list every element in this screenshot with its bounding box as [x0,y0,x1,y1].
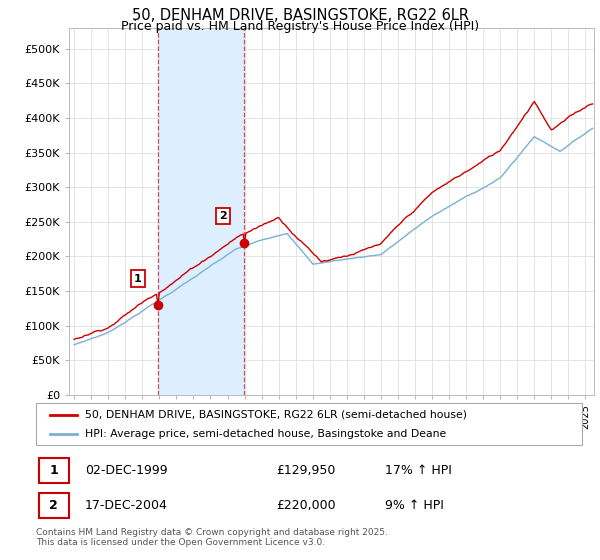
Text: 17% ↑ HPI: 17% ↑ HPI [385,464,452,477]
Text: 2: 2 [49,499,58,512]
FancyBboxPatch shape [36,403,582,445]
Bar [158,28,244,395]
Text: 2: 2 [220,211,227,221]
Text: Contains HM Land Registry data © Crown copyright and database right 2025.
This d: Contains HM Land Registry data © Crown c… [36,528,388,547]
Text: HPI: Average price, semi-detached house, Basingstoke and Deane: HPI: Average price, semi-detached house,… [85,429,446,439]
Text: 17-DEC-2004: 17-DEC-2004 [85,499,168,512]
Text: £220,000: £220,000 [276,499,336,512]
FancyBboxPatch shape [39,493,69,518]
Text: 02-DEC-1999: 02-DEC-1999 [85,464,168,477]
FancyBboxPatch shape [39,458,69,483]
Text: 1: 1 [49,464,58,477]
Text: 9% ↑ HPI: 9% ↑ HPI [385,499,445,512]
Text: Price paid vs. HM Land Registry's House Price Index (HPI): Price paid vs. HM Land Registry's House … [121,20,479,32]
Text: 50, DENHAM DRIVE, BASINGSTOKE, RG22 6LR: 50, DENHAM DRIVE, BASINGSTOKE, RG22 6LR [131,8,469,24]
Text: 1: 1 [134,274,142,283]
Text: 50, DENHAM DRIVE, BASINGSTOKE, RG22 6LR (semi-detached house): 50, DENHAM DRIVE, BASINGSTOKE, RG22 6LR … [85,409,467,419]
Text: £129,950: £129,950 [276,464,335,477]
